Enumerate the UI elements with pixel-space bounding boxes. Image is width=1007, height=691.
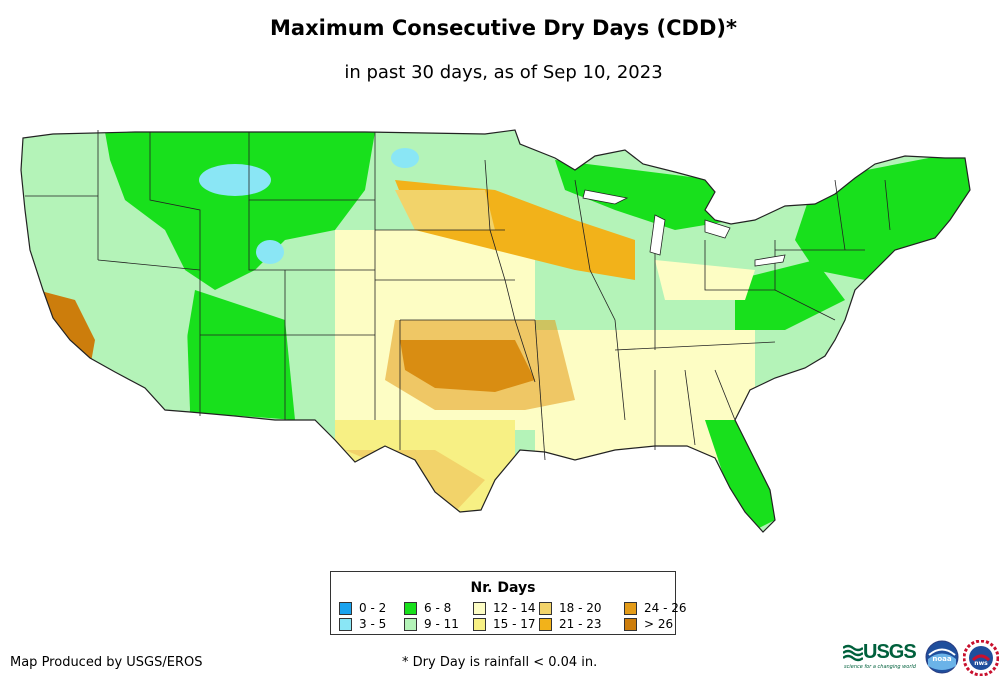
legend-label: 6 - 8	[424, 601, 452, 615]
legend-swatch	[473, 618, 486, 631]
legend-swatch	[539, 602, 552, 615]
legend-label: 15 - 17	[493, 617, 536, 631]
legend-label: 0 - 2	[359, 601, 387, 615]
legend-item: 6 - 8	[404, 602, 451, 615]
nws-text: nws	[974, 660, 988, 667]
legend-swatch	[339, 602, 352, 615]
noaa-logo: noaa	[925, 640, 959, 674]
legend-label: 24 - 26	[644, 601, 687, 615]
state-borders	[25, 130, 891, 461]
great-lakes	[582, 189, 786, 267]
legend-swatch	[624, 618, 637, 631]
legend-item: 18 - 20	[539, 602, 602, 615]
legend-label: 12 - 14	[493, 601, 536, 615]
legend-swatch	[539, 618, 552, 631]
usgs-wordmark: USGS	[863, 641, 917, 663]
usgs-logo: USGS science for a changing world	[843, 641, 923, 673]
legend-item: 21 - 23	[539, 618, 602, 631]
legend-label: 18 - 20	[559, 601, 602, 615]
legend: Nr. Days 0 - 2 3 - 5 6 - 8 9 - 11 12 - 14 15 …	[330, 571, 687, 635]
credit-text: Map Produced by USGS/EROS	[10, 655, 203, 670]
legend-label: 3 - 5	[359, 617, 387, 631]
legend-item: 12 - 14	[473, 602, 536, 615]
legend-item: 0 - 2	[339, 602, 386, 615]
legend-item: 15 - 17	[473, 618, 536, 631]
us-cdd-map	[20, 129, 971, 533]
noaa-text: noaa	[932, 655, 952, 663]
legend-swatch	[339, 618, 352, 631]
usgs-tagline: science for a changing world	[844, 664, 916, 670]
legend-swatch	[473, 602, 486, 615]
legend-item: > 26	[624, 618, 673, 631]
legend-swatch	[624, 602, 637, 615]
legend-item: 24 - 26	[624, 602, 687, 615]
nws-logo: nws	[963, 640, 999, 676]
legend-item: 3 - 5	[339, 618, 386, 631]
map-title: Maximum Consecutive Dry Days (CDD)*	[270, 16, 737, 40]
legend-label: 21 - 23	[559, 617, 602, 631]
legend-label: 9 - 11	[424, 617, 459, 631]
usgs-wave-icon	[843, 644, 863, 662]
footnote-text: * Dry Day is rainfall < 0.04 in.	[402, 655, 598, 670]
legend-label: > 26	[644, 617, 674, 631]
legend-title: Nr. Days	[470, 580, 536, 596]
legend-swatch	[404, 618, 417, 631]
cdd-raster	[21, 130, 970, 532]
legend-swatch	[404, 602, 417, 615]
map-subtitle: in past 30 days, as of Sep 10, 2023	[344, 62, 663, 83]
legend-item: 9 - 11	[404, 618, 459, 631]
